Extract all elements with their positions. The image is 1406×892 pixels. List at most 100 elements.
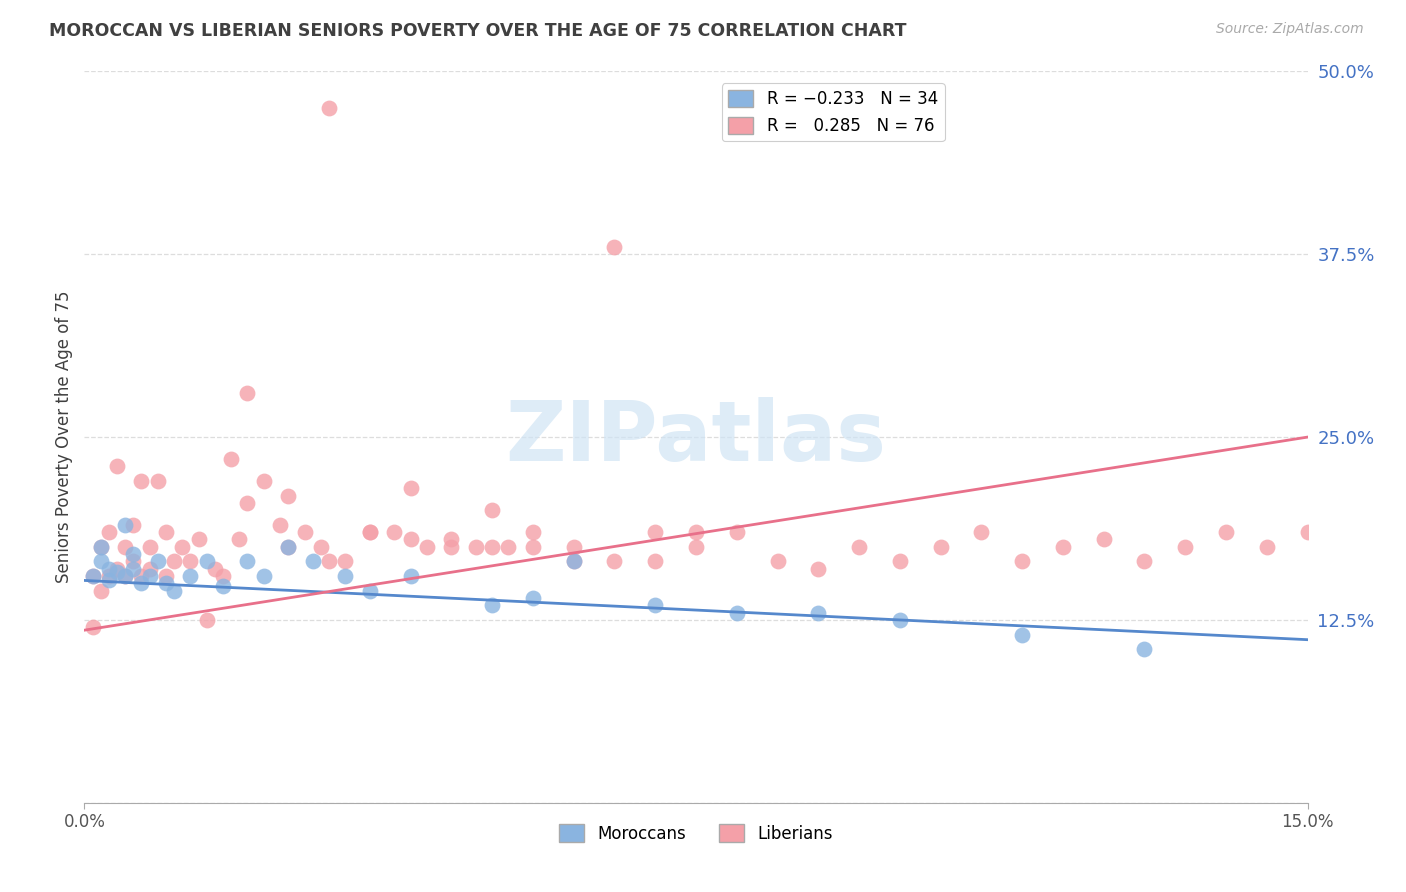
Point <box>807 606 830 620</box>
Point <box>253 569 276 583</box>
Point <box>122 554 145 568</box>
Point <box>301 554 323 568</box>
Point <box>97 562 120 576</box>
Point <box>889 554 911 568</box>
Point <box>1133 554 1156 568</box>
Point <box>138 540 160 554</box>
Point <box>522 525 544 540</box>
Point <box>562 554 585 568</box>
Point <box>1215 525 1237 540</box>
Point <box>440 533 463 547</box>
Point <box>82 620 104 634</box>
Point <box>416 540 439 554</box>
Point <box>522 591 544 605</box>
Point <box>114 540 136 554</box>
Point <box>163 554 186 568</box>
Point <box>399 533 422 547</box>
Point <box>889 613 911 627</box>
Point <box>269 517 291 532</box>
Point <box>146 474 169 488</box>
Point <box>155 569 177 583</box>
Point <box>1296 525 1319 540</box>
Point <box>97 525 120 540</box>
Point <box>1052 540 1074 554</box>
Point <box>114 517 136 532</box>
Point <box>929 540 952 554</box>
Point <box>105 459 128 474</box>
Point <box>187 533 209 547</box>
Point <box>359 583 381 598</box>
Point <box>97 569 120 583</box>
Point <box>90 554 112 568</box>
Point <box>90 540 112 554</box>
Y-axis label: Seniors Poverty Over the Age of 75: Seniors Poverty Over the Age of 75 <box>55 291 73 583</box>
Point <box>131 576 153 591</box>
Point <box>277 489 299 503</box>
Point <box>172 540 194 554</box>
Point <box>359 525 381 540</box>
Point <box>1174 540 1197 554</box>
Text: MOROCCAN VS LIBERIAN SENIORS POVERTY OVER THE AGE OF 75 CORRELATION CHART: MOROCCAN VS LIBERIAN SENIORS POVERTY OVE… <box>49 22 907 40</box>
Point <box>1256 540 1278 554</box>
Point <box>236 554 259 568</box>
Point <box>481 503 503 517</box>
Point <box>1092 533 1115 547</box>
Point <box>90 583 112 598</box>
Point <box>1011 554 1033 568</box>
Point <box>138 562 160 576</box>
Text: Source: ZipAtlas.com: Source: ZipAtlas.com <box>1216 22 1364 37</box>
Point <box>603 240 626 254</box>
Point <box>131 569 153 583</box>
Point <box>399 481 422 495</box>
Point <box>228 533 250 547</box>
Point <box>105 562 128 576</box>
Point <box>179 569 201 583</box>
Point <box>294 525 316 540</box>
Point <box>163 583 186 598</box>
Text: ZIPatlas: ZIPatlas <box>506 397 886 477</box>
Point <box>105 565 128 579</box>
Point <box>82 569 104 583</box>
Point <box>725 525 748 540</box>
Point <box>335 569 357 583</box>
Point <box>644 599 666 613</box>
Point <box>114 569 136 583</box>
Point <box>970 525 993 540</box>
Point <box>562 540 585 554</box>
Point <box>481 540 503 554</box>
Point <box>309 540 332 554</box>
Point <box>318 101 340 115</box>
Point <box>195 554 218 568</box>
Point <box>522 540 544 554</box>
Point <box>1133 642 1156 657</box>
Point <box>97 574 120 588</box>
Point <box>277 540 299 554</box>
Point <box>195 613 218 627</box>
Point <box>277 540 299 554</box>
Point <box>122 562 145 576</box>
Point <box>382 525 405 540</box>
Point <box>399 569 422 583</box>
Point <box>82 569 104 583</box>
Point <box>685 540 707 554</box>
Point <box>685 525 707 540</box>
Point <box>146 554 169 568</box>
Point <box>766 554 789 568</box>
Point <box>219 452 242 467</box>
Point <box>122 547 145 561</box>
Point <box>155 576 177 591</box>
Point <box>179 554 201 568</box>
Point <box>644 554 666 568</box>
Point <box>131 474 153 488</box>
Point <box>335 554 357 568</box>
Point <box>114 569 136 583</box>
Point <box>212 569 235 583</box>
Point <box>725 606 748 620</box>
Point <box>90 540 112 554</box>
Point <box>236 496 259 510</box>
Point <box>122 517 145 532</box>
Point <box>603 554 626 568</box>
Point <box>253 474 276 488</box>
Point <box>212 579 235 593</box>
Point <box>562 554 585 568</box>
